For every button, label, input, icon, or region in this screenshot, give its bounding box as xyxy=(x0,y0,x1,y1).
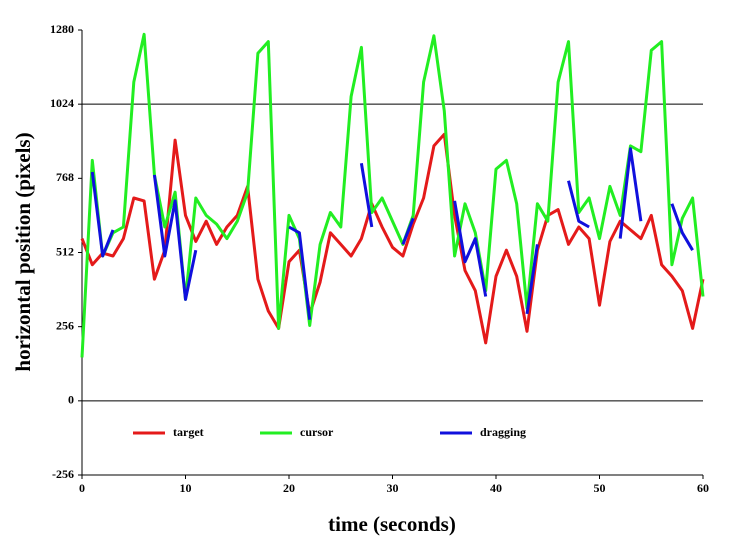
series-line xyxy=(80,32,705,358)
legend-label: target xyxy=(173,425,204,439)
x-tick-label: 30 xyxy=(387,481,399,495)
y-tick-label: -256 xyxy=(52,467,74,481)
y-tick-label: 768 xyxy=(56,170,74,184)
x-tick-label: 10 xyxy=(180,481,192,495)
series-line xyxy=(90,147,694,320)
y-tick-label: 1024 xyxy=(50,96,74,110)
x-tick-label: 20 xyxy=(283,481,295,495)
y-axis-label: horizontal position (pixels) xyxy=(11,132,35,371)
x-tick-label: 40 xyxy=(490,481,502,495)
y-tick-label: 512 xyxy=(56,244,74,258)
x-tick-label: 50 xyxy=(594,481,606,495)
legend-label: dragging xyxy=(480,425,526,439)
x-axis-label: time (seconds) xyxy=(328,512,456,536)
x-tick-label: 0 xyxy=(79,481,85,495)
y-tick-label: 256 xyxy=(56,318,74,332)
x-tick-label: 60 xyxy=(697,481,709,495)
y-tick-label: 1280 xyxy=(50,22,74,36)
legend-label: cursor xyxy=(300,425,334,439)
series-line xyxy=(80,132,705,345)
y-tick-label: 0 xyxy=(68,393,74,407)
